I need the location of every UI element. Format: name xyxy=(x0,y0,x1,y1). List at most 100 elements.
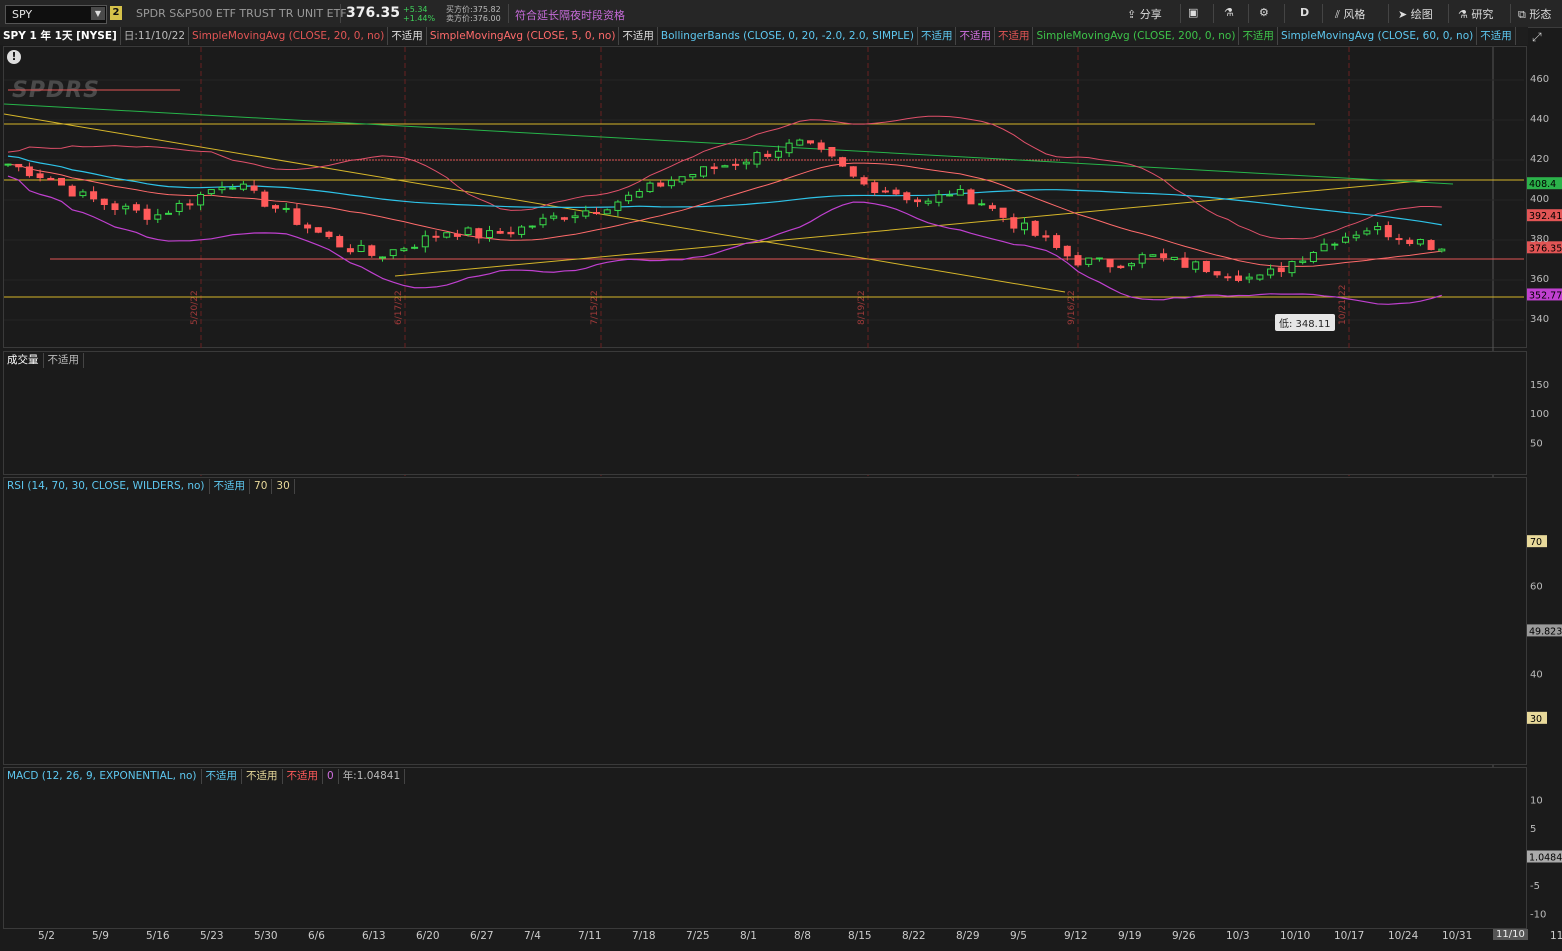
volume-panel[interactable] xyxy=(3,351,1527,475)
candle-body xyxy=(325,231,333,238)
rsi-panel[interactable] xyxy=(3,477,1527,765)
flask-icon: ⚗ xyxy=(1458,8,1468,21)
month-separator-label: 7/15/22 xyxy=(590,290,600,325)
candle-body xyxy=(593,212,600,215)
pct-change: +1.44% xyxy=(403,14,436,23)
price-tag-label: 408.4 xyxy=(1529,179,1556,190)
candle-body xyxy=(1267,268,1275,276)
trendline xyxy=(3,113,1066,293)
candle-body xyxy=(304,224,312,229)
net-change: +5.34 xyxy=(403,5,428,14)
candle-body xyxy=(935,194,943,203)
month-separator-label: 9/16/22 xyxy=(1067,290,1077,325)
candle-body xyxy=(111,203,119,211)
candle-body xyxy=(1010,217,1018,229)
study-sma20[interactable]: SimpleMovingAvg (CLOSE, 20, 0, no) xyxy=(189,27,389,45)
candle-body xyxy=(132,204,140,211)
candle-body xyxy=(1395,238,1403,241)
volume-axis-label: 150 xyxy=(1530,380,1549,391)
date-axis-label: 8/22 xyxy=(902,930,926,942)
volume-header: 成交量 不适用 xyxy=(3,353,84,368)
candle-body xyxy=(293,208,301,225)
date-axis-label: 7/4 xyxy=(524,930,541,942)
date-axis-label: 5/2 xyxy=(38,930,55,942)
study-sma60[interactable]: SimpleMovingAvg (CLOSE, 60, 0, no) xyxy=(1278,27,1478,45)
candle-body xyxy=(282,207,290,210)
price-panel[interactable] xyxy=(3,46,1527,348)
volume-title: 成交量 xyxy=(3,353,44,368)
candle-body xyxy=(496,231,504,234)
symbol-dropdown-icon[interactable]: ▼ xyxy=(91,7,105,20)
study-bollinger[interactable]: BollingerBands (CLOSE, 0, 20, -2.0, 2.0,… xyxy=(658,27,918,45)
settings-button[interactable]: ⚙ xyxy=(1259,6,1269,19)
candle-body xyxy=(90,191,98,200)
na-label: 不适用 xyxy=(619,27,658,45)
flask-button[interactable]: ⚗ xyxy=(1224,6,1234,19)
rsi-value-tag-label: 49.823 xyxy=(1529,626,1562,637)
research-button[interactable]: ⚗ 研究 xyxy=(1458,8,1494,21)
macd-axis-label: -5 xyxy=(1530,881,1540,892)
candle-body xyxy=(871,182,879,194)
candle-body xyxy=(239,183,247,190)
macd-year-label: 年:1.04841 xyxy=(339,769,406,784)
candle-body xyxy=(849,166,857,177)
candle-body xyxy=(1342,236,1349,243)
candle-body xyxy=(710,166,718,170)
candle-body xyxy=(1438,248,1446,252)
bid-ask-block: 买方价:375.82 卖方价:376.00 xyxy=(446,5,501,23)
toolbar-divider xyxy=(508,4,509,23)
price-axis-label: 340 xyxy=(1530,314,1550,325)
candle-body xyxy=(464,227,472,236)
macd-panel[interactable] xyxy=(3,767,1527,929)
candle-body xyxy=(924,200,932,204)
layout-button[interactable]: ▣ xyxy=(1188,6,1198,19)
date-axis-label: 8/15 xyxy=(848,930,872,942)
study-sma200[interactable]: SimpleMovingAvg (CLOSE, 200, 0, no) xyxy=(1033,27,1240,45)
candle-body xyxy=(1053,235,1061,248)
na-label: 不适用 xyxy=(388,27,427,45)
na-label: 不适用 xyxy=(202,769,242,784)
alert-icon[interactable]: ! xyxy=(7,50,21,64)
candle-body xyxy=(967,189,975,205)
price-axis-label: 460 xyxy=(1530,74,1550,85)
volume-axis-label: 100 xyxy=(1530,409,1549,420)
rsi-title[interactable]: RSI (14, 70, 30, CLOSE, WILDERS, no) xyxy=(3,479,210,494)
candle-body xyxy=(411,246,419,249)
candle-body xyxy=(336,236,344,248)
price-tag-label: 352.77 xyxy=(1529,290,1562,301)
na-label: 不适用 xyxy=(995,27,1034,45)
candle-body xyxy=(646,182,654,193)
timeframe-button[interactable]: D xyxy=(1300,6,1310,19)
date-axis-label: 6/20 xyxy=(416,930,440,942)
candle-body xyxy=(486,230,493,238)
month-separator-label: 6/17/22 xyxy=(394,290,404,325)
link-group-badge[interactable]: 2 xyxy=(110,6,122,20)
candle-body xyxy=(828,146,836,157)
candle-body xyxy=(1213,271,1221,276)
rsi-os-tag xyxy=(1527,711,1547,724)
volume-axis-label: 50 xyxy=(1530,439,1543,450)
candle-body xyxy=(1224,276,1232,279)
rsi-os-label: 30 xyxy=(272,479,295,494)
candle-body xyxy=(1416,239,1424,245)
symbol-input[interactable]: SPY ▼ xyxy=(5,5,107,24)
price-tag-label: 376.35 xyxy=(1529,243,1562,254)
rsi-axis-label: 60 xyxy=(1530,581,1543,592)
candle-body xyxy=(657,182,665,187)
candle-body xyxy=(507,231,515,235)
candle-body xyxy=(389,249,397,257)
study-sma5[interactable]: SimpleMovingAvg (CLOSE, 5, 0, no) xyxy=(427,27,620,45)
patterns-button[interactable]: ⧉ 形态 xyxy=(1518,8,1552,21)
share-button[interactable]: ⇪ 分享 xyxy=(1127,8,1162,21)
collapse-icon[interactable]: ⤢ xyxy=(1532,30,1542,44)
style-button[interactable]: ⫽ 风格 xyxy=(1335,8,1366,21)
date-axis-label: 5/30 xyxy=(254,930,278,942)
candle-body xyxy=(988,205,996,209)
ask-price: 卖方价:376.00 xyxy=(446,14,501,23)
macd-title[interactable]: MACD (12, 26, 9, EXPONENTIAL, no) xyxy=(3,769,202,784)
candle-body xyxy=(314,227,322,233)
draw-button[interactable]: ➤ 绘图 xyxy=(1398,8,1433,21)
candle-body xyxy=(154,214,162,220)
candle-body xyxy=(122,205,130,210)
date-axis-label: 5/16 xyxy=(146,930,170,942)
